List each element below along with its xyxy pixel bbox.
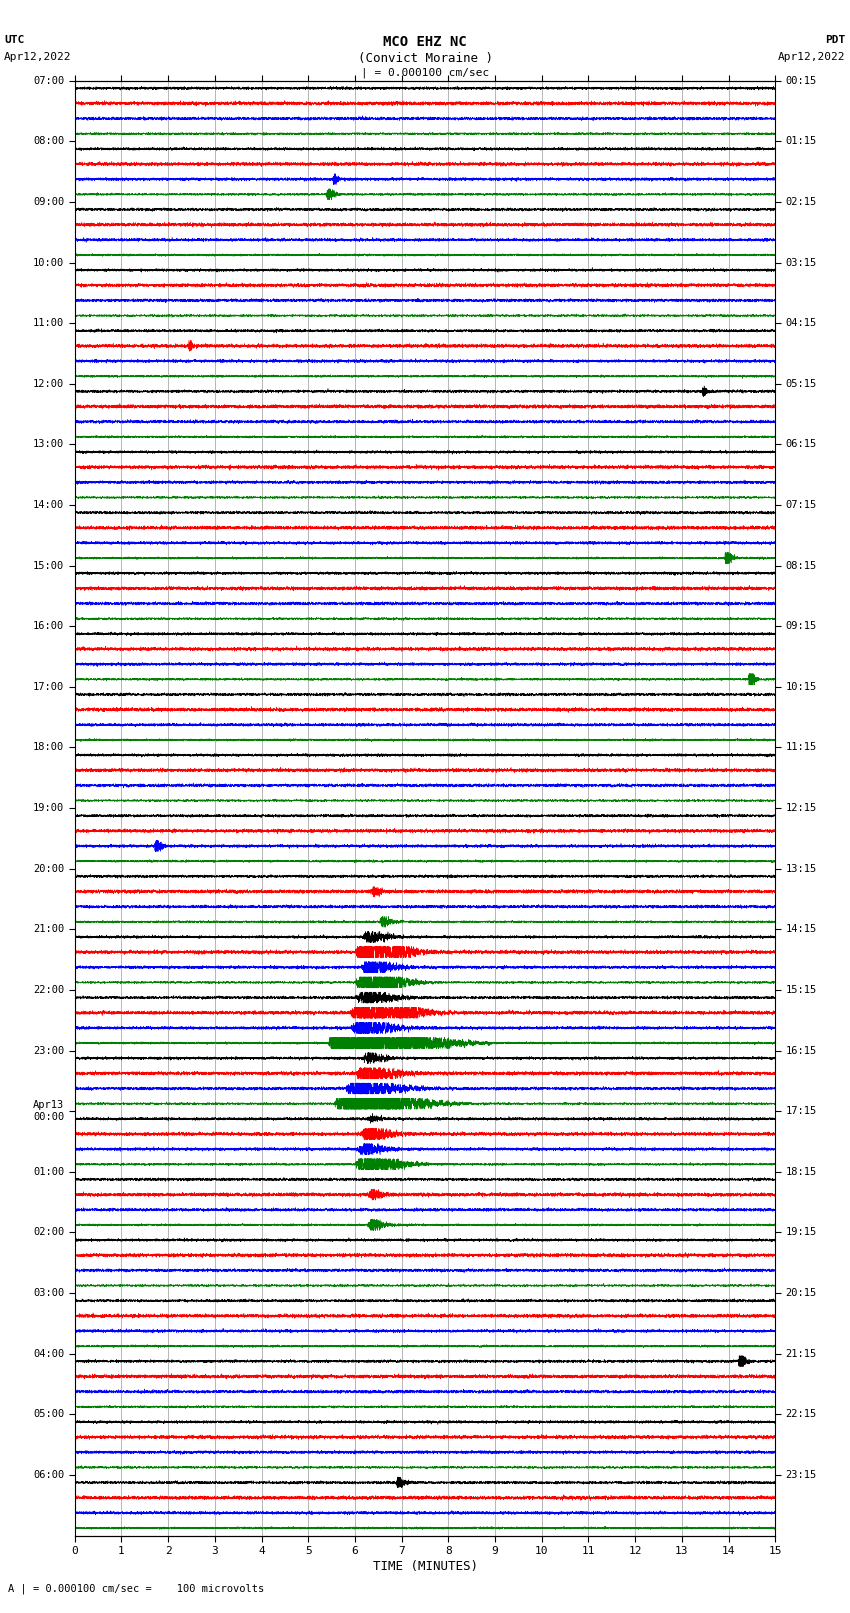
Text: | = 0.000100 cm/sec: | = 0.000100 cm/sec xyxy=(361,68,489,79)
Text: Apr12,2022: Apr12,2022 xyxy=(4,52,71,61)
X-axis label: TIME (MINUTES): TIME (MINUTES) xyxy=(372,1560,478,1573)
Text: (Convict Moraine ): (Convict Moraine ) xyxy=(358,52,492,65)
Text: UTC: UTC xyxy=(4,35,25,45)
Text: Apr12,2022: Apr12,2022 xyxy=(779,52,846,61)
Text: A | = 0.000100 cm/sec =    100 microvolts: A | = 0.000100 cm/sec = 100 microvolts xyxy=(8,1582,264,1594)
Text: PDT: PDT xyxy=(825,35,846,45)
Text: MCO EHZ NC: MCO EHZ NC xyxy=(383,35,467,50)
